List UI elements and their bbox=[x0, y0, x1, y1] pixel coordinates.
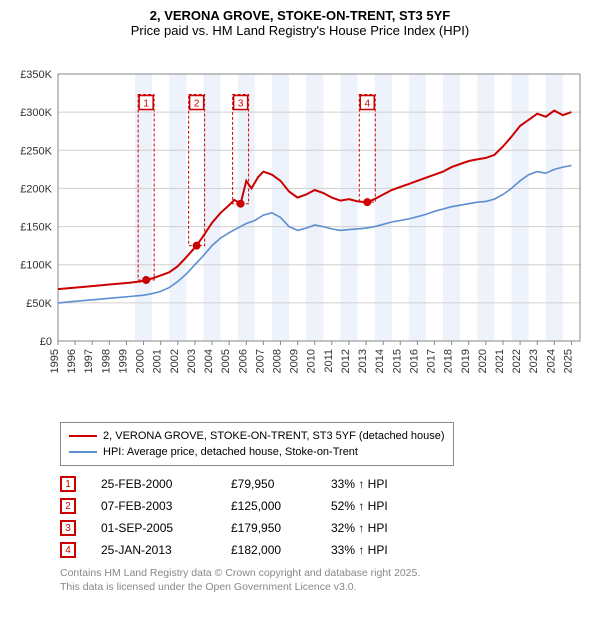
x-tick-label: 2005 bbox=[220, 349, 232, 373]
x-tick-label: 2020 bbox=[477, 349, 489, 373]
x-tick-label: 2012 bbox=[340, 349, 352, 373]
legend-label: HPI: Average price, detached house, Stok… bbox=[103, 444, 358, 460]
x-tick-label: 1999 bbox=[117, 349, 129, 373]
title-main: 2, VERONA GROVE, STOKE-ON-TRENT, ST3 5YF bbox=[10, 8, 590, 23]
x-tick-label: 2021 bbox=[494, 349, 506, 373]
event-price: £79,950 bbox=[231, 477, 331, 491]
x-tick-label: 2019 bbox=[460, 349, 472, 373]
event-dot bbox=[237, 200, 245, 208]
y-tick-label: £150K bbox=[20, 222, 52, 234]
x-tick-label: 2004 bbox=[203, 349, 215, 373]
footnote-line: This data is licensed under the Open Gov… bbox=[60, 580, 590, 594]
event-date: 25-FEB-2000 bbox=[101, 477, 231, 491]
x-tick-label: 2018 bbox=[443, 349, 455, 373]
y-tick-label: £200K bbox=[20, 183, 52, 195]
x-tick-label: 2017 bbox=[426, 349, 438, 373]
x-tick-label: 2003 bbox=[186, 349, 198, 373]
event-marker: 2 bbox=[60, 498, 76, 514]
legend: 2, VERONA GROVE, STOKE-ON-TRENT, ST3 5YF… bbox=[60, 422, 454, 466]
x-tick-label: 2014 bbox=[374, 349, 386, 373]
event-date: 01-SEP-2005 bbox=[101, 521, 231, 535]
event-number: 3 bbox=[238, 99, 244, 110]
events-table: 125-FEB-2000£79,95033% ↑ HPI207-FEB-2003… bbox=[60, 476, 590, 558]
x-tick-label: 2025 bbox=[562, 349, 574, 373]
event-row: 3 01-SEP-2005£179,95032% ↑ HPI bbox=[60, 520, 590, 536]
y-tick-label: £350K bbox=[20, 69, 52, 81]
x-tick-label: 1995 bbox=[49, 349, 61, 373]
line-chart: £0 £50K £100K £150K £200K £250K £300K £350K 1995… bbox=[10, 46, 590, 416]
legend-row: 2, VERONA GROVE, STOKE-ON-TRENT, ST3 5YF… bbox=[69, 428, 445, 444]
event-pct: 32% ↑ HPI bbox=[331, 521, 421, 535]
legend-swatch bbox=[69, 435, 97, 437]
x-tick-label: 2015 bbox=[391, 349, 403, 373]
chart-area: £0 £50K £100K £150K £200K £250K £300K £350K 1995… bbox=[10, 46, 590, 416]
x-tick-label: 2009 bbox=[289, 349, 301, 373]
y-tick-label: £0 bbox=[40, 336, 52, 348]
event-number: 1 bbox=[143, 99, 149, 110]
event-pct: 33% ↑ HPI bbox=[331, 477, 421, 491]
x-tick-label: 2007 bbox=[254, 349, 266, 373]
event-price: £182,000 bbox=[231, 543, 331, 557]
title-sub: Price paid vs. HM Land Registry's House … bbox=[10, 23, 590, 38]
legend-label: 2, VERONA GROVE, STOKE-ON-TRENT, ST3 5YF… bbox=[103, 428, 445, 444]
x-tick-label: 2010 bbox=[306, 349, 318, 373]
x-tick-label: 2024 bbox=[545, 349, 557, 373]
event-row: 4 25-JAN-2013£182,00033% ↑ HPI bbox=[60, 542, 590, 558]
x-tick-label: 1997 bbox=[83, 349, 95, 373]
event-guide bbox=[189, 95, 205, 246]
event-price: £125,000 bbox=[231, 499, 331, 513]
x-tick-label: 2022 bbox=[511, 349, 523, 373]
event-row: 2 07-FEB-2003£125,00052% ↑ HPI bbox=[60, 498, 590, 514]
x-tick-label: 2011 bbox=[323, 349, 335, 373]
x-tick-label: 2001 bbox=[152, 349, 164, 373]
event-number: 2 bbox=[194, 99, 200, 110]
x-tick-label: 2013 bbox=[357, 349, 369, 373]
event-number: 4 bbox=[364, 99, 370, 110]
event-guide bbox=[359, 95, 375, 203]
y-tick-label: £300K bbox=[20, 107, 52, 119]
event-marker: 4 bbox=[60, 542, 76, 558]
event-pct: 33% ↑ HPI bbox=[331, 543, 421, 557]
event-marker: 3 bbox=[60, 520, 76, 536]
legend-row: HPI: Average price, detached house, Stok… bbox=[69, 444, 445, 460]
event-date: 25-JAN-2013 bbox=[101, 543, 231, 557]
event-price: £179,950 bbox=[231, 521, 331, 535]
footnote: Contains HM Land Registry data © Crown c… bbox=[60, 566, 590, 594]
y-tick-label: £50K bbox=[26, 298, 52, 310]
x-tick-label: 2000 bbox=[135, 349, 147, 373]
footnote-line: Contains HM Land Registry data © Crown c… bbox=[60, 566, 590, 580]
event-dot bbox=[363, 198, 371, 206]
x-tick-label: 2006 bbox=[237, 349, 249, 373]
x-tick-label: 1996 bbox=[66, 349, 78, 373]
x-tick-label: 1998 bbox=[100, 349, 112, 373]
event-pct: 52% ↑ HPI bbox=[331, 499, 421, 513]
event-marker: 1 bbox=[60, 476, 76, 492]
x-tick-label: 2016 bbox=[408, 349, 420, 373]
event-dot bbox=[193, 242, 201, 250]
event-row: 1 25-FEB-2000£79,95033% ↑ HPI bbox=[60, 476, 590, 492]
legend-swatch bbox=[69, 451, 97, 453]
x-tick-label: 2008 bbox=[271, 349, 283, 373]
x-tick-label: 2002 bbox=[169, 349, 181, 373]
event-date: 07-FEB-2003 bbox=[101, 499, 231, 513]
event-dot bbox=[142, 276, 150, 284]
y-tick-label: £250K bbox=[20, 145, 52, 157]
x-tick-label: 2023 bbox=[528, 349, 540, 373]
y-tick-label: £100K bbox=[20, 260, 52, 272]
